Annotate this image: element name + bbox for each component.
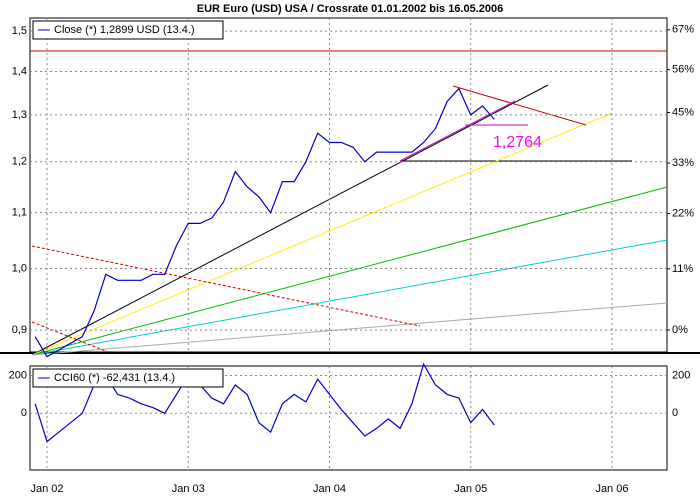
y-tick-label: 1,3: [12, 109, 27, 121]
trendlines: [30, 50, 668, 356]
trendline: [31, 186, 668, 356]
trendline: [31, 239, 668, 356]
trendline: [31, 321, 109, 353]
legend-label: CCI60 (*) -62,431 (13.4.): [54, 372, 175, 384]
x-tick-label: Jan 05: [454, 483, 487, 495]
legend-box: [32, 368, 224, 388]
y-tick-label: 1,1: [12, 207, 27, 219]
legend-box: [32, 20, 224, 40]
y-tick-label: 1,2: [12, 156, 27, 168]
series-line: [34, 87, 495, 358]
y-tick-label: 0: [21, 407, 27, 419]
y2-tick-label: 67%: [672, 24, 694, 36]
y2-tick-label: 11%: [672, 263, 693, 275]
y-tick-label: 200: [9, 369, 27, 381]
y2-tick-label: 45%: [672, 106, 694, 118]
legend-label: Close (*) 1,2899 USD (13.4.): [54, 24, 195, 36]
trendline: [399, 100, 516, 162]
y-tick-label: 1,4: [12, 65, 27, 77]
y2-tick-label: 56%: [672, 64, 694, 76]
trendline: [31, 84, 549, 356]
trendline: [31, 302, 668, 356]
y2-tick-label: 0: [672, 407, 678, 419]
y2-tick-label: 0%: [672, 324, 688, 336]
y2-tick-label: 33%: [672, 157, 694, 169]
x-tick-label: Jan 04: [313, 483, 346, 495]
y-tick-label: 0,9: [12, 324, 27, 336]
trendline: [452, 85, 587, 126]
main-frame: [29, 17, 668, 353]
annotation: 1,2764: [493, 134, 542, 151]
trendline: [31, 245, 421, 327]
trendline: [31, 112, 613, 356]
y-tick-label: 1,5: [12, 25, 27, 37]
y2-tick-label: 22%: [672, 207, 694, 219]
y-tick-label: 1,0: [12, 262, 27, 274]
x-tick-label: Jan 06: [595, 483, 628, 495]
cci-frame: [29, 365, 668, 471]
y2-tick-label: 200: [672, 369, 690, 381]
x-tick-label: Jan 03: [172, 483, 205, 495]
x-tick-label: Jan 02: [30, 483, 63, 495]
chart-title: EUR Euro (USD) USA / Crossrate 01.01.200…: [197, 3, 504, 15]
